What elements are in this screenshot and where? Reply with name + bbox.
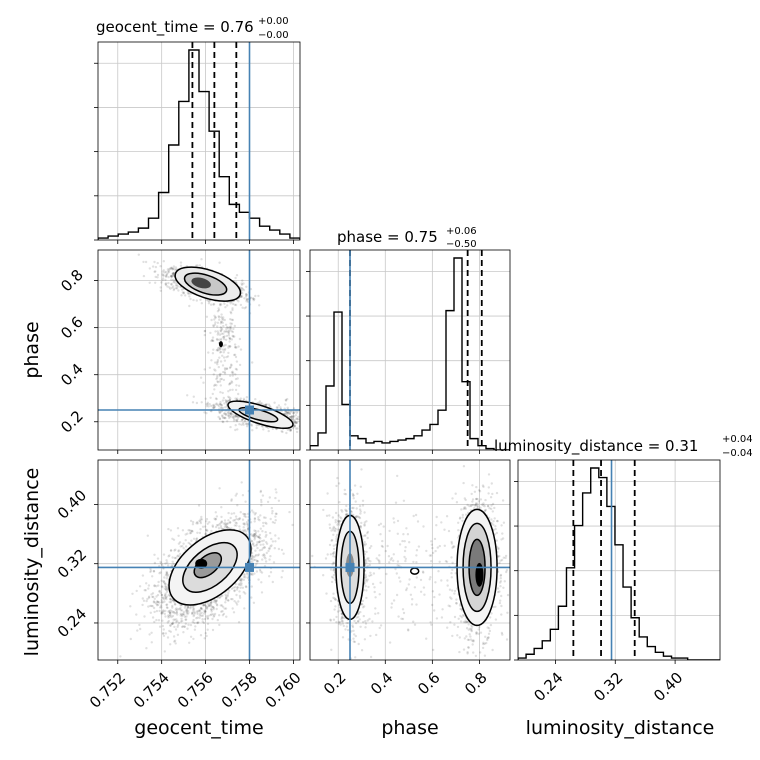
title-luminosity-distance-minus: −0.04 — [722, 448, 753, 459]
histogram-luminosity_distance — [518, 467, 720, 660]
xtick-luminosity_distance-1: 0.32 — [590, 669, 626, 705]
xtick-luminosity_distance-0: 0.24 — [530, 669, 566, 705]
histogram-geocent_time — [98, 49, 300, 240]
xtick-phase-0: 0.2 — [320, 669, 350, 699]
panel-2-2 — [518, 460, 720, 660]
xlabel-phase: phase — [381, 717, 438, 739]
title-geocent-time: geocent_time = 0.76 — [96, 18, 254, 37]
truth-marker-0-2 — [245, 562, 254, 572]
ytick-luminosity_distance-1: 0.32 — [54, 546, 90, 582]
histogram-panels — [94, 41, 721, 661]
xtick-phase-2: 0.6 — [414, 669, 444, 699]
title-geocent-time-plus: +0.00 — [258, 16, 289, 27]
title-geocent-time-minus: −0.00 — [258, 30, 289, 41]
panel-frames — [98, 42, 720, 660]
xtick-geocent_time-1: 0.754 — [130, 669, 173, 712]
title-phase: phase = 0.75 — [337, 228, 438, 246]
truth-marker-0-1 — [245, 405, 254, 415]
xtick-phase-3: 0.8 — [461, 669, 491, 699]
xtick-geocent_time-3: 0.758 — [218, 669, 261, 712]
ytick-phase-3: 0.8 — [57, 266, 87, 296]
title-phase-minus: −0.50 — [446, 239, 477, 250]
ytick-phase-0: 0.2 — [57, 407, 87, 437]
xtick-luminosity_distance-2: 0.40 — [650, 669, 686, 705]
title-luminosity-distance-plus: +0.04 — [722, 434, 753, 445]
title-phase-plus: +0.06 — [446, 226, 477, 237]
xlabel-luminosity-distance: luminosity_distance — [526, 717, 715, 739]
ylabel-phase: phase — [21, 321, 43, 378]
scatter-geocent_time-phase — [98, 250, 300, 450]
xtick-geocent_time-2: 0.756 — [174, 669, 217, 712]
scatter-geocent_time-luminosity_distance — [98, 460, 300, 660]
ytick-luminosity_distance-0: 0.24 — [54, 605, 90, 641]
title-luminosity-distance: luminosity_distance = 0.31 — [494, 437, 698, 456]
ytick-luminosity_distance-2: 0.40 — [54, 486, 90, 522]
xlabel-geocent-time: geocent_time — [134, 717, 263, 739]
histogram-phase — [310, 257, 510, 450]
xtick-geocent_time-0: 0.752 — [86, 669, 129, 712]
ytick-phase-1: 0.4 — [57, 360, 87, 390]
xtick-geocent_time-4: 0.760 — [262, 669, 305, 712]
panel-1-1 — [310, 250, 510, 450]
truth-marker-1-2 — [345, 562, 355, 572]
xtick-phase-1: 0.4 — [367, 669, 397, 699]
scatter-contour-panels — [94, 240, 676, 664]
ytick-phase-2: 0.6 — [57, 313, 87, 343]
ylabel-luminosity-distance: luminosity_distance — [21, 468, 43, 657]
